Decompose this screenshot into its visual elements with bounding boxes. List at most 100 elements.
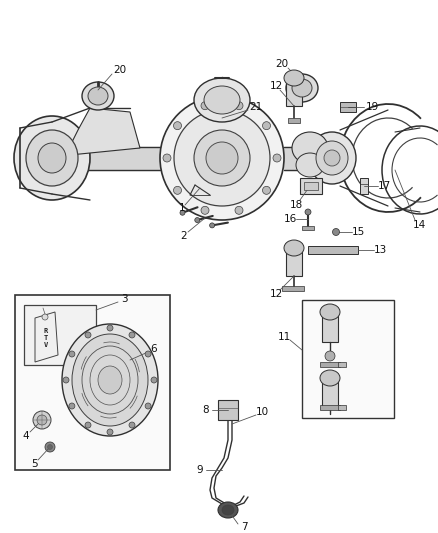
Circle shape [262, 187, 271, 195]
Circle shape [145, 351, 151, 357]
Ellipse shape [14, 116, 90, 200]
Ellipse shape [292, 79, 312, 97]
Bar [322, 312, 338, 342]
Bar [322, 378, 338, 408]
Ellipse shape [284, 240, 304, 256]
Text: 14: 14 [412, 220, 426, 230]
Circle shape [163, 154, 171, 162]
Polygon shape [68, 108, 140, 155]
Text: 5: 5 [31, 459, 37, 469]
Text: 9: 9 [197, 465, 203, 475]
Ellipse shape [286, 74, 318, 102]
Circle shape [273, 154, 281, 162]
Text: 11: 11 [277, 332, 291, 342]
Ellipse shape [82, 82, 114, 110]
Bar [282, 286, 304, 291]
Ellipse shape [320, 370, 340, 386]
Text: 15: 15 [351, 227, 364, 237]
Bar [320, 405, 340, 410]
Circle shape [42, 314, 48, 320]
Circle shape [173, 187, 181, 195]
Text: 20: 20 [113, 65, 127, 75]
Circle shape [33, 411, 51, 429]
Circle shape [180, 210, 185, 215]
Circle shape [63, 377, 69, 383]
Ellipse shape [324, 150, 340, 166]
Text: 4: 4 [23, 431, 29, 441]
Bar [338, 405, 346, 410]
Text: 21: 21 [249, 102, 263, 112]
Ellipse shape [296, 153, 324, 177]
Text: 7: 7 [241, 522, 247, 532]
Ellipse shape [38, 143, 66, 173]
Circle shape [37, 415, 47, 425]
Ellipse shape [308, 132, 356, 184]
Polygon shape [35, 312, 58, 362]
Text: 20: 20 [276, 59, 289, 69]
Circle shape [201, 206, 209, 214]
Text: 1: 1 [179, 203, 185, 213]
Bar [320, 362, 340, 367]
Ellipse shape [160, 96, 284, 220]
Bar [300, 178, 322, 194]
Circle shape [262, 122, 271, 130]
Text: 6: 6 [151, 344, 157, 354]
Ellipse shape [26, 130, 78, 186]
Text: 8: 8 [203, 405, 209, 415]
Text: 3: 3 [121, 294, 127, 304]
Text: 16: 16 [283, 214, 297, 224]
Bar [304, 182, 318, 190]
Circle shape [85, 422, 91, 428]
Text: 12: 12 [269, 81, 283, 91]
Bar [360, 178, 368, 194]
Circle shape [173, 122, 181, 130]
Text: R
T
V: R T V [44, 328, 48, 348]
Circle shape [151, 377, 157, 383]
Circle shape [201, 102, 209, 110]
Ellipse shape [316, 141, 348, 175]
Ellipse shape [284, 70, 304, 86]
Bar [340, 102, 356, 112]
Circle shape [107, 325, 113, 331]
Circle shape [107, 429, 113, 435]
Bar [308, 246, 358, 254]
Circle shape [305, 209, 311, 215]
Circle shape [47, 445, 53, 449]
Ellipse shape [218, 502, 238, 518]
Text: 19: 19 [365, 102, 378, 112]
Text: 10: 10 [255, 407, 268, 417]
Text: 17: 17 [378, 181, 391, 191]
Circle shape [85, 332, 91, 338]
Circle shape [69, 403, 75, 409]
Circle shape [332, 229, 339, 236]
Bar [286, 78, 302, 106]
Circle shape [69, 351, 75, 357]
Text: 13: 13 [373, 245, 387, 255]
Ellipse shape [194, 130, 250, 186]
Bar [288, 118, 300, 123]
Circle shape [145, 403, 151, 409]
Ellipse shape [72, 334, 148, 426]
Bar [338, 362, 346, 367]
Circle shape [195, 217, 200, 223]
Bar [302, 226, 314, 230]
Bar [286, 248, 302, 276]
Ellipse shape [206, 142, 238, 174]
Circle shape [210, 223, 215, 228]
Bar [218, 400, 238, 420]
Ellipse shape [174, 110, 270, 206]
Text: 18: 18 [290, 200, 303, 210]
Text: 2: 2 [181, 231, 187, 241]
Ellipse shape [98, 366, 122, 394]
Bar [24, 305, 96, 365]
Circle shape [235, 206, 243, 214]
Text: 12: 12 [269, 289, 283, 299]
Bar [302, 300, 394, 418]
Circle shape [235, 102, 243, 110]
Circle shape [129, 332, 135, 338]
Ellipse shape [222, 505, 234, 515]
Bar [15, 295, 170, 470]
Ellipse shape [88, 87, 108, 105]
Circle shape [325, 351, 335, 361]
Ellipse shape [320, 304, 340, 320]
